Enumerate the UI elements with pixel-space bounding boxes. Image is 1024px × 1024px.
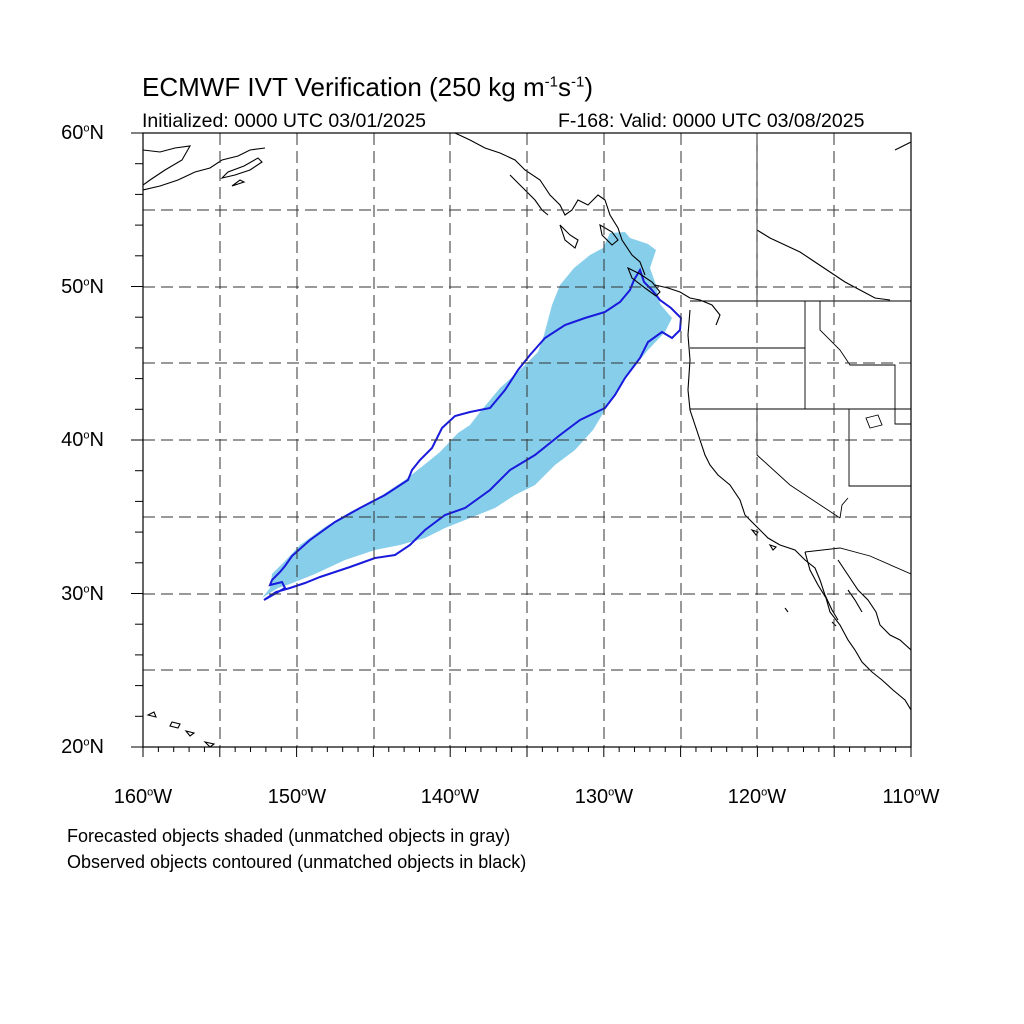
lon-label: 120oW — [727, 786, 787, 808]
title-sup1: -1 — [544, 73, 558, 91]
lat-label: 30oN — [61, 583, 104, 605]
lon-label: 150oW — [267, 786, 327, 808]
lat-label: 60oN — [61, 122, 104, 144]
lat-label: 40oN — [61, 429, 104, 451]
title-sup2: -1 — [570, 73, 585, 91]
map-title: ECMWF IVT Verification (250 kg m-1s-1) — [142, 72, 593, 103]
lat-label: 20oN — [61, 736, 104, 758]
lon-label: 160oW — [113, 786, 173, 808]
graticule — [143, 133, 911, 747]
coastlines — [143, 133, 911, 747]
initialized-time: Initialized: 0000 UTC 03/01/2025 — [142, 110, 427, 132]
observed-legend-note: Observed objects contoured (unmatched ob… — [67, 852, 527, 872]
title-end: ) — [584, 72, 593, 102]
title-mid: s — [557, 72, 571, 102]
valid-time: F-168: Valid: 0000 UTC 03/08/2025 — [558, 110, 865, 132]
political-borders — [690, 133, 911, 575]
lon-label: 110oW — [882, 786, 940, 808]
lat-label: 50oN — [61, 276, 104, 298]
lon-label: 140oW — [420, 786, 480, 808]
forecast-legend-note: Forecasted objects shaded (unmatched obj… — [67, 826, 511, 846]
lon-label: 130oW — [574, 786, 634, 808]
title-main: ECMWF IVT Verification (250 kg m — [142, 72, 545, 102]
map-frame — [131, 132, 912, 757]
observed-ivt-contour — [263, 267, 683, 601]
